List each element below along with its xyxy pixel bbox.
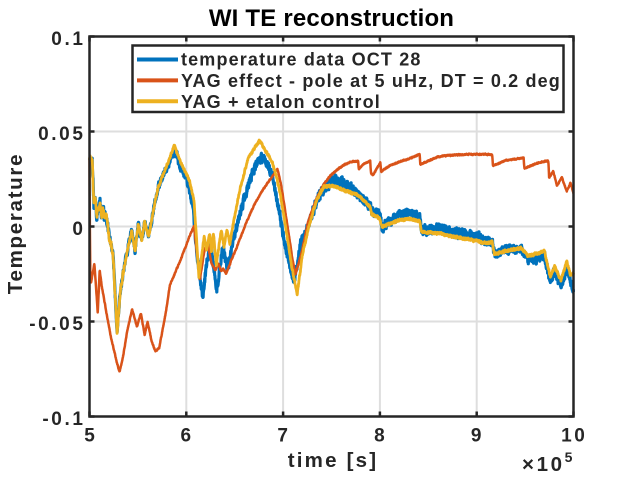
- svg-text:8: 8: [374, 426, 387, 447]
- svg-text:-0.05: -0.05: [29, 314, 85, 335]
- svg-text:10: 10: [561, 426, 587, 447]
- svg-text:6: 6: [181, 426, 194, 447]
- svg-text:Temperature: Temperature: [4, 153, 27, 294]
- svg-text:YAG + etalon control: YAG + etalon control: [181, 92, 381, 112]
- svg-text:0: 0: [72, 219, 85, 240]
- svg-text:time [s]: time [s]: [288, 449, 379, 472]
- svg-text:×105: ×105: [522, 449, 575, 476]
- svg-text:YAG effect - pole at 5 uHz, DT: YAG effect - pole at 5 uHz, DT = 0.2 deg: [181, 71, 561, 91]
- svg-text:7: 7: [277, 426, 290, 447]
- svg-text:-0.1: -0.1: [42, 409, 85, 430]
- svg-text:0.1: 0.1: [51, 29, 85, 50]
- svg-text:WI TE reconstruction: WI TE reconstruction: [209, 5, 454, 32]
- svg-text:9: 9: [471, 426, 484, 447]
- svg-text:0.05: 0.05: [38, 124, 85, 145]
- svg-text:temperature data OCT 28: temperature data OCT 28: [181, 50, 422, 70]
- svg-text:5: 5: [84, 426, 97, 447]
